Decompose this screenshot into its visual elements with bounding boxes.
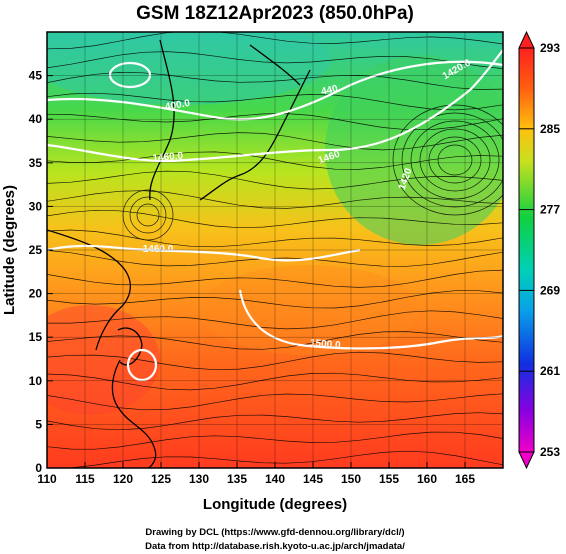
y-tick-label: 45: [29, 69, 43, 83]
colorbar-tick-label: 285: [540, 122, 560, 136]
colorbar-bottom-arrow: [518, 451, 535, 470]
x-tick-label: 160: [417, 472, 437, 486]
contour-north-closed: [108, 61, 152, 89]
y-tick-label: 35: [29, 156, 43, 170]
streamline: [47, 269, 503, 288]
contour-label: 400.0: [164, 98, 191, 113]
china-coast: [47, 229, 131, 351]
cold-region-north: [47, 32, 330, 105]
streamline: [47, 51, 503, 69]
contour-3: [47, 244, 361, 262]
y-tick-label: 30: [29, 199, 43, 213]
coastlines: [47, 39, 311, 468]
height-contours: [47, 49, 503, 382]
colorbar-tick-label: 277: [540, 203, 560, 217]
vortex-streamline: [419, 128, 491, 192]
streamline: [47, 170, 503, 190]
streamline: [47, 351, 503, 371]
streamline: [47, 290, 503, 309]
colorbar-tick-label: 293: [540, 41, 560, 55]
y-tick-label: 25: [29, 243, 43, 257]
vortex-streamline: [401, 112, 503, 208]
streamline: [47, 92, 503, 111]
vortex-streamline: [437, 144, 473, 176]
y-tick-label: 5: [35, 417, 42, 431]
credit-data: Data from http://database.rish.kyoto-u.a…: [145, 541, 405, 552]
vortex-streamline: [428, 136, 482, 184]
streamline: [47, 310, 503, 330]
hokkaido-coast: [249, 44, 301, 86]
colorbar: 293 285 277 269 261 253: [518, 30, 560, 470]
colorbar-tick-label: 269: [540, 283, 560, 297]
x-tick-label: 155: [379, 472, 399, 486]
plot-area: [47, 32, 503, 468]
colorbar-bar: [518, 47, 535, 453]
streamline: [47, 209, 503, 229]
x-tick-label: 140: [265, 472, 285, 486]
contour-1: [47, 60, 503, 121]
streamline: [47, 450, 503, 468]
colorbar-ticks: 293 285 277 269 261 253: [519, 41, 560, 459]
vortex-streamline: [410, 120, 500, 200]
colorbar-tick-label: 253: [540, 445, 560, 459]
wind-streamlines: [47, 32, 503, 468]
streamline: [47, 72, 503, 90]
y-tick-label: 0: [35, 461, 42, 475]
vortex-streamline: [392, 104, 503, 216]
streamline: [47, 331, 503, 350]
y-tick-label: 10: [29, 374, 43, 388]
x-tick-label: 110: [37, 472, 57, 486]
philippines-coast: [111, 359, 157, 468]
x-tick-label: 165: [455, 472, 475, 486]
streamline: [47, 412, 503, 431]
x-tick-label: 115: [75, 472, 95, 486]
y-tick-label: 40: [29, 112, 43, 126]
map-title: GSM 18Z12Apr2023 (850.0hPa): [136, 3, 414, 24]
contour-label: 1460.0: [143, 244, 174, 255]
contour-low-typhoon: [126, 348, 158, 382]
korea-coast: [149, 39, 175, 201]
y-tick-label: 15: [29, 330, 43, 344]
streamline: [47, 32, 503, 50]
streamline: [47, 113, 503, 131]
streamline: [47, 229, 503, 248]
x-tick-label: 145: [303, 472, 323, 486]
colorbar-tick-label: 261: [540, 364, 560, 378]
credit-drawing: Drawing by DCL (https://www.gfd-dennou.o…: [145, 527, 404, 538]
y-ticks: 0 5 10 15 20 25 30 35 40 45: [29, 69, 503, 475]
x-tick-label: 130: [189, 472, 209, 486]
colorbar-top-arrow: [518, 30, 535, 49]
x-tick-label: 120: [113, 472, 133, 486]
vortex-streamline: [129, 196, 167, 234]
y-tick-label: 20: [29, 287, 43, 301]
warm-region-southwest: [47, 305, 160, 415]
streamline: [47, 431, 503, 450]
cold-region-east: [325, 55, 503, 245]
x-tick-label: 135: [227, 472, 247, 486]
x-tick-label: 125: [151, 472, 171, 486]
contour-label: 1500.0: [309, 338, 341, 352]
contour-4: [238, 289, 503, 350]
y-axis-label: Latitude (degrees): [1, 185, 18, 315]
contour-label: 1460.0: [152, 151, 184, 165]
vortex-streamline: [136, 203, 160, 227]
x-axis-label: Longitude (degrees): [203, 496, 347, 513]
contour-label: 440: [320, 83, 339, 97]
contour-2: [47, 49, 503, 163]
japan-coast: [199, 69, 311, 201]
streamline: [47, 393, 503, 411]
x-tick-label: 150: [341, 472, 361, 486]
streamline: [47, 372, 503, 391]
